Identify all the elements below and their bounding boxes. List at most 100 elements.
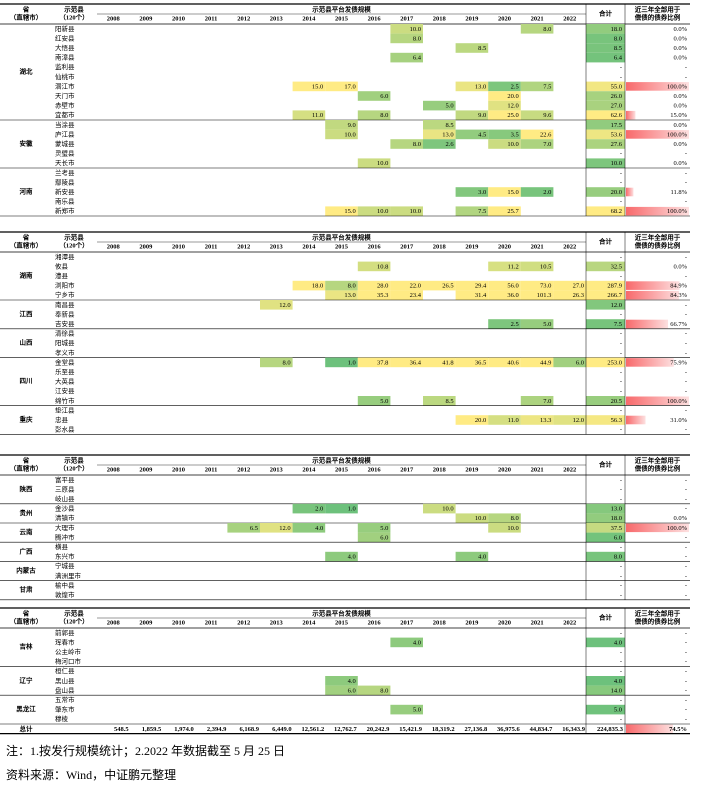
cell-value: 8.5 [478, 45, 486, 52]
total-fill [586, 139, 625, 149]
ratio-value: - [685, 486, 687, 493]
cell-value: 6.0 [576, 359, 584, 366]
total-value: - [620, 486, 622, 493]
total-fill [586, 290, 625, 300]
cell-fill [488, 415, 521, 425]
cell-value: 5.0 [380, 525, 388, 532]
cell-fill [357, 523, 391, 533]
province-name: 河南 [20, 186, 34, 195]
county-name: 兰考县 [55, 168, 75, 177]
total-value: 4.0 [614, 678, 622, 685]
county-name: 五常市 [55, 695, 75, 704]
header-county: 示范县 [64, 608, 84, 617]
cell-value: 20.0 [475, 417, 486, 424]
ratio-value: - [685, 649, 687, 656]
cell-value: 12.0 [573, 417, 584, 424]
header-year: 2022 [563, 619, 576, 626]
cell-fill [488, 139, 521, 149]
header-year: 2011 [205, 15, 218, 22]
header-province: 省 [22, 232, 30, 241]
total-value: 7.5 [614, 321, 622, 328]
ratio-value: - [685, 573, 687, 580]
cell-value: 13.0 [344, 292, 355, 299]
header-year: 2017 [400, 619, 414, 626]
county-name: 富平县 [55, 475, 75, 484]
total-value: - [620, 668, 622, 675]
cell-value: 29.4 [475, 283, 487, 290]
header-year: 2010 [172, 243, 185, 250]
cell-value: 5.0 [413, 707, 421, 714]
county-name: 孝义市 [55, 348, 75, 357]
cell-value: 18.0 [312, 283, 323, 290]
county-name: 江安县 [55, 386, 75, 395]
province-name: 江西 [20, 309, 34, 318]
ratio-value: - [685, 592, 687, 599]
county-name: 监利县 [55, 62, 75, 71]
ratio-value: - [685, 170, 687, 177]
cell-value: 4.0 [348, 554, 356, 561]
cell-value: 20.0 [507, 93, 518, 100]
cell-value: 2.0 [315, 506, 323, 513]
header-total: 合计 [598, 612, 613, 621]
cell-value: 10.0 [475, 515, 486, 522]
cell-fill [488, 206, 521, 216]
grand-total-value: 2,394.9 [207, 726, 227, 733]
header-year: 2013 [270, 619, 284, 626]
ratio-value: 0.0% [673, 26, 687, 33]
ratio-value: 0.0% [673, 93, 687, 100]
county-name: 天长市 [55, 158, 75, 167]
cell-value: 7.0 [543, 141, 551, 148]
cell-value: 17.0 [344, 83, 355, 90]
cell-fill [520, 110, 554, 120]
grand-total-label: 总计 [20, 724, 34, 733]
ratio-value: - [685, 659, 687, 666]
cell-fill [520, 290, 554, 300]
cell-value: 13.0 [475, 83, 486, 90]
ratio-value: - [685, 678, 687, 685]
header-year: 2016 [368, 243, 382, 250]
grand-total-value: 1,974.0 [174, 726, 194, 733]
grand-total-value: 27,136.8 [464, 726, 488, 733]
ratio-value: - [685, 273, 687, 280]
cell-value: 10.8 [377, 263, 388, 270]
header-year: 2018 [433, 619, 447, 626]
cell-fill [325, 503, 358, 514]
ratio-value: - [685, 388, 687, 395]
cell-fill [390, 357, 423, 368]
county-name: 金堂县 [55, 357, 75, 366]
cell-fill [292, 280, 326, 291]
total-value: 37.5 [611, 525, 622, 532]
total-fill [586, 158, 625, 168]
province-name: 湖北 [20, 66, 34, 75]
total-value: 6.0 [614, 534, 622, 541]
county-name: 仙桃市 [55, 72, 75, 81]
header-year: 2009 [139, 15, 153, 22]
cell-value: 10.0 [344, 131, 355, 138]
cell-fill [553, 415, 586, 425]
county-name: 东兴市 [55, 552, 75, 561]
total-fill [586, 280, 625, 291]
ratio-value: 15.0% [670, 112, 687, 119]
county-name: 公主岭市 [55, 647, 82, 656]
cell-fill [292, 503, 326, 514]
cell-fill [520, 319, 554, 329]
county-name: 金沙县 [55, 504, 75, 513]
header-ratio: 偿债的债券比例 [635, 240, 681, 249]
header-year: 2010 [172, 15, 185, 22]
county-name: 乐至县 [55, 367, 75, 376]
cell-fill [325, 551, 358, 562]
total-value: - [620, 350, 622, 357]
ratio-value: - [685, 369, 687, 376]
cell-fill [292, 523, 326, 533]
header-total: 合计 [598, 236, 613, 245]
cell-value: 10.0 [507, 525, 518, 532]
cell-fill [488, 319, 521, 329]
ratio-bar [626, 206, 689, 216]
header-scale: 示范县平台发债规模 [312, 4, 371, 13]
cell-fill [520, 139, 554, 149]
ratio-value: - [685, 534, 687, 541]
total-fill [586, 120, 625, 130]
cell-value: 5.0 [445, 103, 453, 110]
header-year: 2022 [563, 15, 576, 22]
cell-value: 4.0 [315, 525, 323, 532]
